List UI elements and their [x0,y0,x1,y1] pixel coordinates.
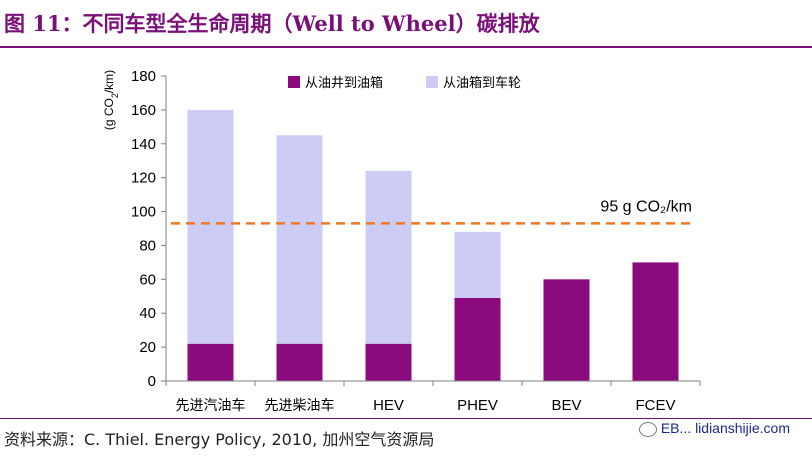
y-tick-label: 80 [139,237,156,254]
x-axis: 先进汽油车 先进柴油车 HEV PHEV BEV FCEV [165,380,701,414]
bar-segment [454,297,501,381]
watermark-text: EB... lidianshijie.com [660,420,790,436]
legend-swatch [288,76,300,88]
bar-chart: (g CO2/km) 0 20 40 60 80 100 120 140 160 180 先进汽油… [102,68,701,414]
x-tick-label: BEV [551,397,581,414]
y-tick-label: 60 [139,271,156,288]
y-tick-label: 120 [131,170,156,187]
y-tick-label: 0 [148,373,156,390]
legend-label: 从油井到油箱 [305,75,383,91]
bar-segment [276,343,323,381]
x-tick-label: PHEV [457,397,498,414]
figure-title: 图 11：不同车型全生命周期（Well to Wheel）碳排放 [4,11,540,36]
legend-label: 从油箱到车轮 [443,75,521,91]
bars [187,109,679,381]
y-tick-label: 180 [131,68,156,85]
x-tick-label: 先进柴油车 [265,397,335,414]
title-divider [0,46,812,48]
bar-segment [454,231,501,298]
watermark: EB... lidianshijie.com [638,420,790,437]
y-tick-label: 40 [139,305,156,322]
footer-divider [0,418,812,419]
x-tick-label: FCEV [635,397,675,414]
source-note: 资料来源：C. Thiel. Energy Policy, 2010, 加州空气… [4,430,435,449]
bar-segment [632,262,679,381]
reference-line-group: 95 g CO₂/km [171,198,696,225]
y-tick-label: 160 [131,102,156,119]
legend: 从油井到油箱 从油箱到车轮 [288,75,521,91]
y-axis: 0 20 40 60 80 100 120 140 160 180 [131,68,167,390]
bar-segment [187,343,234,381]
y-tick-label: 140 [131,136,156,153]
y-tick-label: 100 [131,204,156,221]
bar-segment [365,170,412,344]
y-axis-label: (g CO2/km) [102,70,120,130]
bar-segment [187,109,234,344]
legend-swatch [426,76,438,88]
bar-segment [276,135,323,344]
x-tick-label: HEV [373,397,404,414]
reference-line-label: 95 g CO₂/km [600,198,692,215]
y-tick-label: 20 [139,339,156,356]
bar-segment [365,343,412,381]
wechat-icon [638,421,657,437]
bar-segment [543,279,590,381]
x-tick-label: 先进汽油车 [176,397,246,414]
